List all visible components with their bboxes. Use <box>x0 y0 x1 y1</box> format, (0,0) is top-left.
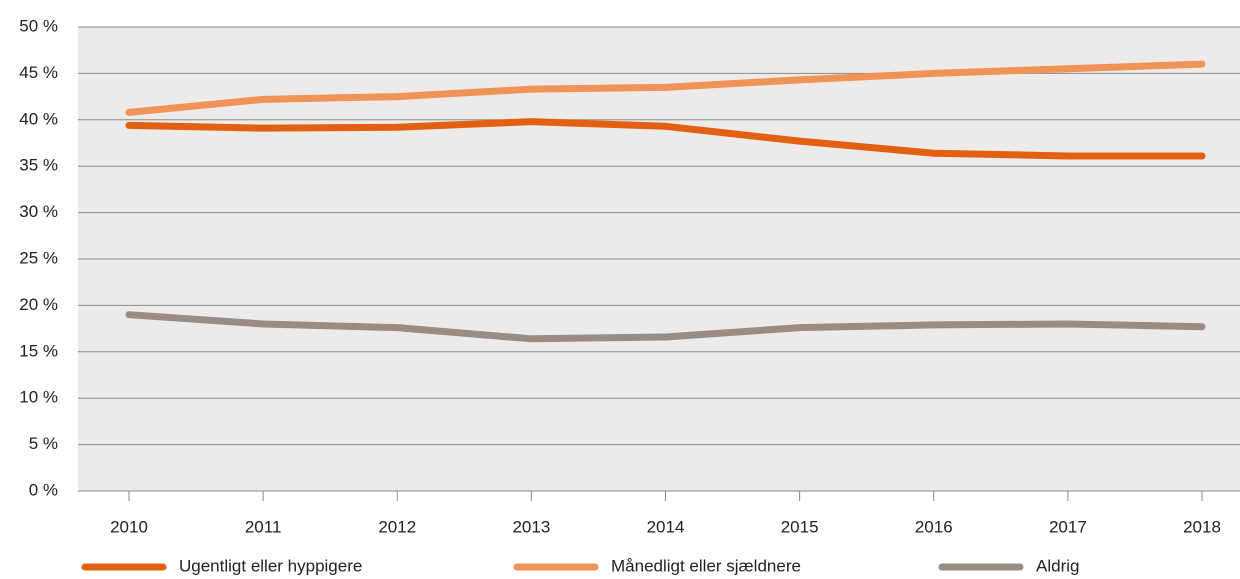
x-tick-label: 2016 <box>915 517 953 536</box>
y-tick-label: 5 % <box>29 434 58 453</box>
series-line <box>125 118 1206 160</box>
y-tick-label: 30 % <box>19 202 58 221</box>
y-tick-label: 0 % <box>29 480 58 499</box>
x-tick-label: 2011 <box>245 517 282 536</box>
x-tick-label: 2010 <box>110 517 148 536</box>
x-tick-label: 2017 <box>1049 517 1087 536</box>
y-tick-label: 20 % <box>19 295 58 314</box>
series-line <box>125 60 1206 116</box>
legend-label: Ugentligt eller hyppigere <box>179 556 362 575</box>
x-tick-label: 2012 <box>378 517 416 536</box>
x-tick-label: 2018 <box>1183 517 1221 536</box>
x-tick-label: 2013 <box>512 517 550 536</box>
legend-label: Månedligt eller sjældnere <box>611 556 801 575</box>
y-tick-label: 45 % <box>19 63 58 82</box>
x-tick-label: 2015 <box>781 517 819 536</box>
y-tick-label: 35 % <box>19 156 58 175</box>
y-tick-label: 10 % <box>19 388 58 407</box>
y-tick-label: 15 % <box>19 341 58 360</box>
y-tick-label: 40 % <box>19 109 58 128</box>
y-tick-label: 50 % <box>19 16 58 35</box>
x-tick-label: 2014 <box>647 517 685 536</box>
y-tick-label: 25 % <box>19 248 58 267</box>
legend-label: Aldrig <box>1036 556 1079 575</box>
series-line <box>125 311 1206 343</box>
